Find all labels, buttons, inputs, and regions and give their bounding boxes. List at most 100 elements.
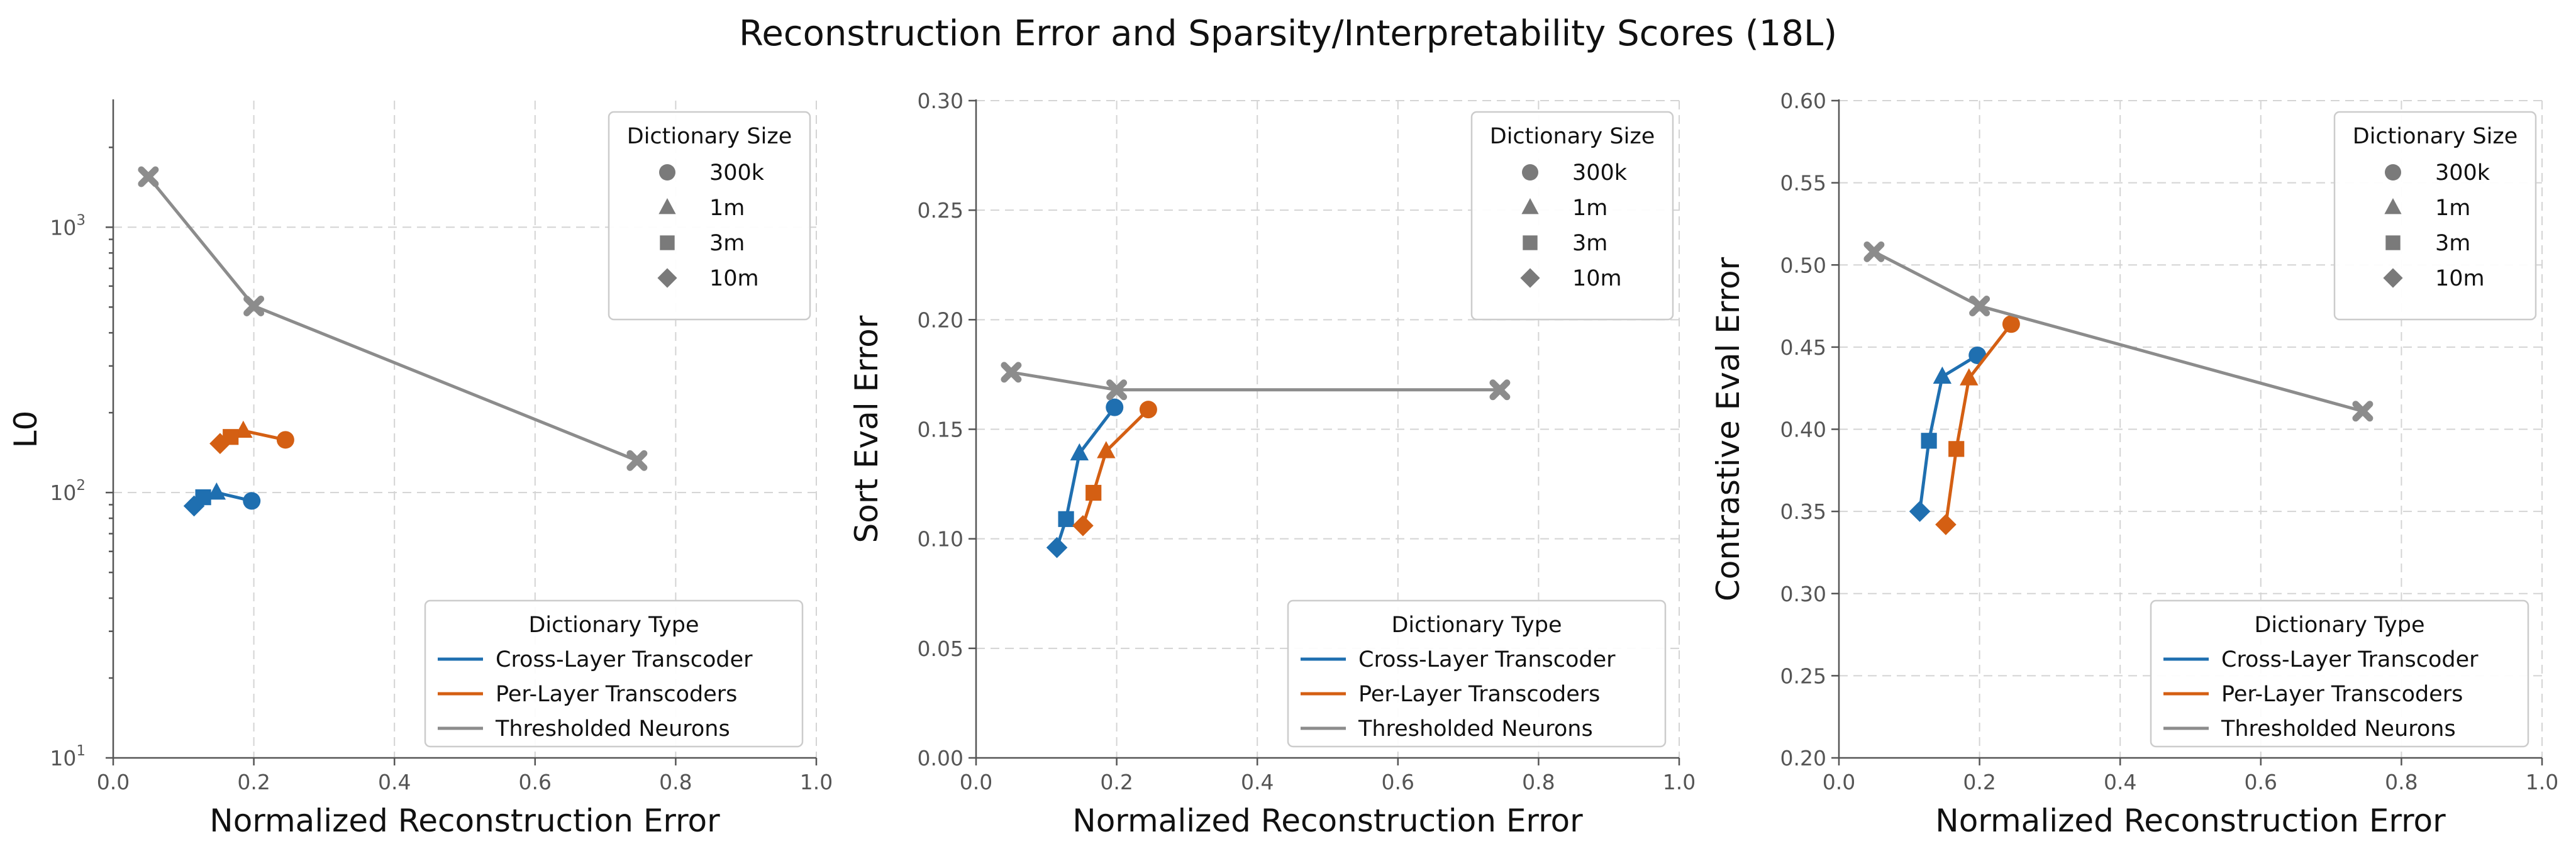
data-point-triangle (207, 482, 226, 500)
y-tick-label: 0.50 (1780, 253, 1826, 277)
series-per-layer-transcoders (1072, 401, 1157, 536)
series-thresholded-neurons (1001, 362, 1511, 401)
x-tick-label: 0.4 (378, 770, 411, 794)
figure-title: Reconstruction Error and Sparsity/Interp… (739, 13, 1837, 54)
legend-dictionary-type: Dictionary Type Cross-Layer Transcoder Per… (2150, 599, 2529, 748)
series-cross-layer-transcoder (1909, 346, 1987, 522)
y-tick-label: 0.55 (1780, 171, 1826, 196)
legend-label: 300k (1572, 160, 1628, 186)
y-axis-label: Contrastive Eval Error (1710, 257, 1746, 601)
data-point-square (1948, 441, 1965, 457)
legend-box (1287, 599, 1667, 748)
x-tick-label: 1.0 (800, 770, 833, 794)
x-tick-label: 1.0 (1663, 770, 1696, 794)
chart-panel-3: 0.0 0.2 0.4 0.6 0.8 1.0 0.20 0.25 0.30 0.35 0.40 0.… (1710, 89, 2558, 839)
data-point-diamond (1072, 514, 1094, 536)
data-point-x-stroke-b (1863, 241, 1885, 262)
y-tick-label: 0.20 (918, 308, 963, 332)
x-tick-label: 0.6 (1382, 770, 1414, 794)
data-point-x-stroke-b (1489, 379, 1511, 401)
data-point-triangle (1070, 443, 1089, 461)
x-tick-label: 0.8 (1522, 770, 1555, 794)
x-tick-label: 0.6 (519, 770, 552, 794)
legend-label: Thresholded Neurons (2221, 716, 2456, 742)
legend-box (424, 599, 804, 748)
legend-marker-triangle (658, 198, 676, 214)
y-tick-label: 0.20 (1780, 746, 1826, 770)
legend-label: 10m (1572, 266, 1622, 291)
data-point-diamond (1046, 536, 1068, 559)
data-point-triangle (1097, 441, 1116, 459)
data-point-square (1058, 511, 1074, 527)
legend-title: Dictionary Type (2254, 613, 2424, 638)
legend-marker-diamond (2383, 268, 2403, 288)
y-tick-label: 0.60 (1780, 89, 1826, 113)
legend-dictionary-type: Dictionary Type Cross-Layer Transcoder Per… (424, 599, 804, 748)
data-point-circle (2002, 315, 2020, 333)
legend-box (2150, 599, 2529, 748)
legend-label: Cross-Layer Transcoder (1358, 647, 1616, 672)
y-tick-label: 0.00 (918, 746, 963, 770)
x-tick-label: 0.6 (2245, 770, 2277, 794)
x-tick-label: 0.2 (1100, 770, 1133, 794)
data-point-x (243, 295, 265, 316)
legend-marker-circle (2385, 164, 2401, 181)
x-tick-label: 0.4 (2104, 770, 2136, 794)
y-tick-label: 0.30 (918, 89, 963, 113)
data-point-triangle (234, 420, 253, 438)
legend-dictionary-size: Dictionary Size 300k 1m 3m 10m (2333, 111, 2537, 321)
series-line (1873, 250, 2363, 413)
legend-marker-square (2385, 235, 2401, 250)
data-point-diamond (209, 433, 231, 455)
x-tick-label: 0.8 (659, 770, 692, 794)
y-tick-label: 0.10 (918, 527, 963, 552)
series-line (1918, 353, 1979, 512)
y-tick-exponent: 3 (76, 212, 86, 228)
data-point-circle (243, 492, 261, 510)
x-axis-label: Normalized Reconstruction Error (1072, 803, 1583, 839)
y-tick-label: 0.40 (1780, 418, 1826, 442)
legend-label: 10m (709, 266, 759, 291)
y-tick-exponent: 1 (76, 743, 86, 759)
legend-label: 3m (1572, 231, 1607, 256)
y-tick-label: 0.25 (1780, 664, 1826, 688)
legend-label: Per-Layer Transcoders (496, 682, 737, 707)
chart-panel-2: 0.0 0.2 0.4 0.6 0.8 1.0 0.00 0.05 0.10 0.15 0.20 0.… (848, 89, 1696, 839)
series-thresholded-neurons (1863, 241, 2373, 422)
series-line (1081, 408, 1150, 526)
legend-title: Dictionary Type (1391, 613, 1562, 638)
series-per-layer-transcoders (1935, 315, 2020, 535)
series-cross-layer-transcoder (1046, 398, 1124, 559)
data-point-x (626, 450, 648, 471)
x-axis-label: Normalized Reconstruction Error (1935, 803, 2446, 839)
legend-label: Per-Layer Transcoders (2221, 682, 2463, 707)
series-line (1011, 370, 1500, 392)
legend-label: 1m (2435, 196, 2470, 221)
y-tick-label: 101 (50, 743, 86, 770)
data-point-x (138, 166, 159, 187)
y-tick-label: 103 (50, 212, 86, 240)
data-point-x-stroke-b (138, 166, 159, 187)
data-point-x-stroke-b (243, 295, 265, 316)
x-axis-label: Normalized Reconstruction Error (209, 803, 720, 839)
legend-marker-square (660, 235, 675, 250)
y-axis-label: L0 (8, 411, 44, 448)
data-point-x-stroke-b (1969, 296, 1990, 317)
legend-title: Dictionary Type (528, 613, 699, 638)
legend-title: Dictionary Size (627, 124, 792, 149)
series-cross-layer-transcoder (183, 482, 261, 517)
data-point-diamond (1909, 501, 1931, 522)
y-tick-label: 0.05 (918, 636, 963, 661)
x-tick-label: 0.0 (1823, 770, 1855, 794)
x-tick-label: 0.4 (1241, 770, 1274, 794)
chart-panel-1: 0.0 0.2 0.4 0.6 0.8 1.0 101 102 103 Normalized Re… (8, 99, 833, 839)
y-tick-label: 0.45 (1780, 335, 1826, 360)
legend-marker-square (1523, 235, 1538, 250)
legend-label: 300k (709, 160, 765, 186)
series-line (1944, 323, 2012, 525)
legend-marker-diamond (1520, 268, 1540, 288)
series-line (147, 175, 638, 462)
y-axis-label: Sort Eval Error (848, 315, 885, 543)
legend-label: Cross-Layer Transcoder (496, 647, 753, 672)
